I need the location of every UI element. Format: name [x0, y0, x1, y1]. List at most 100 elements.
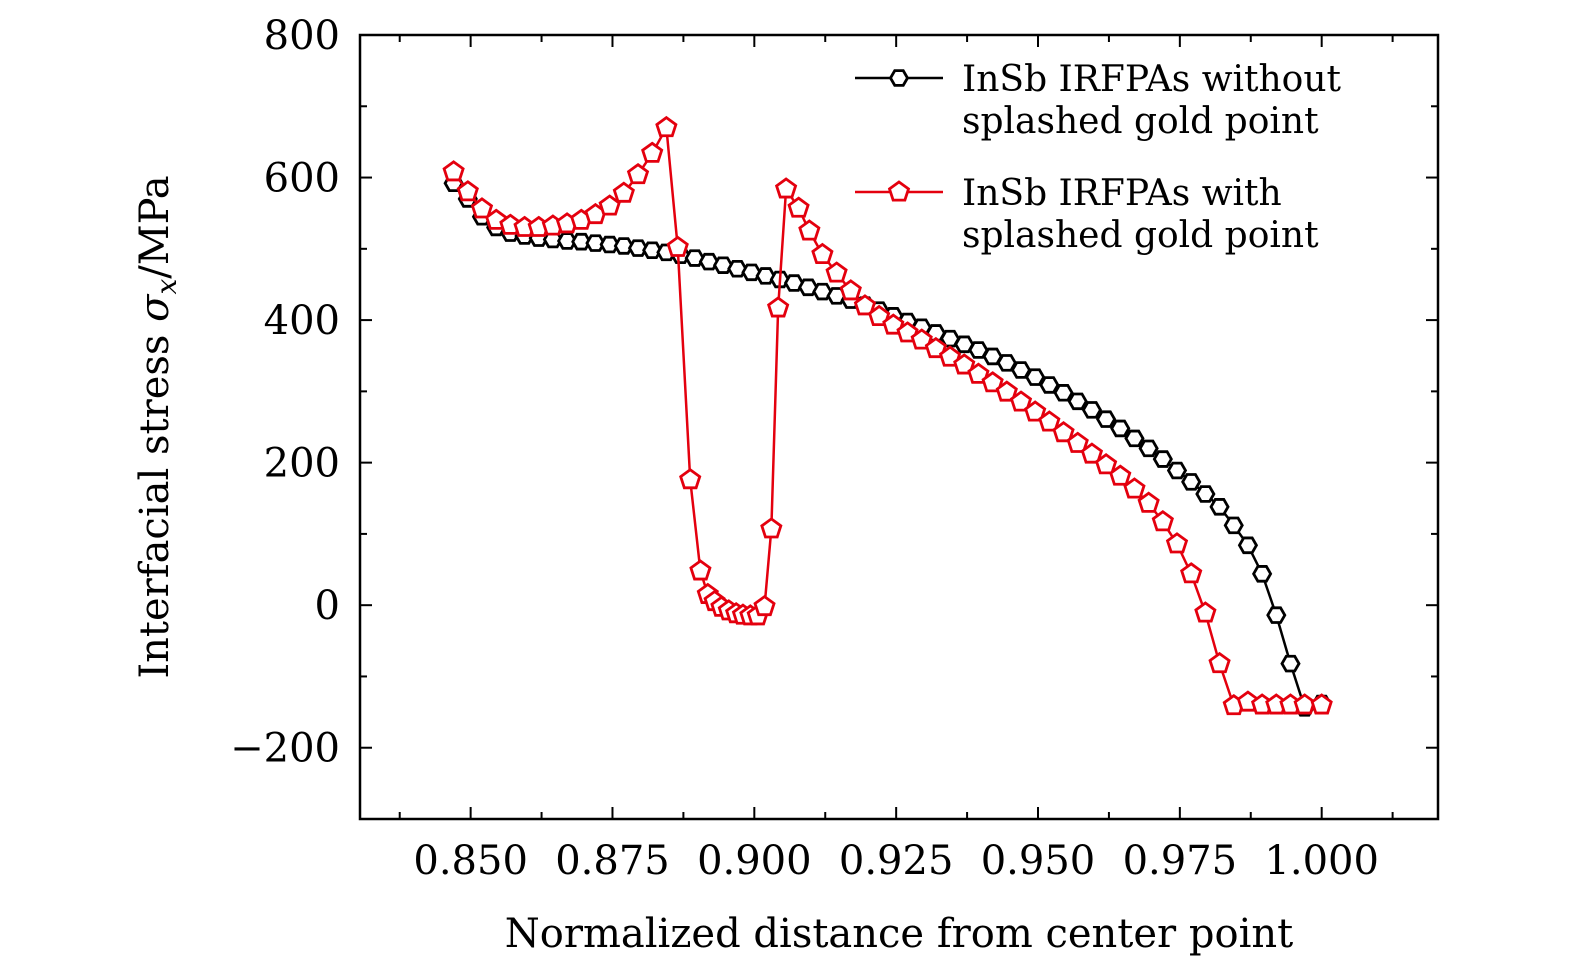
data-point	[811, 242, 834, 265]
y-tick-label: 0	[315, 583, 340, 629]
data-point	[939, 329, 961, 348]
data-point	[1067, 392, 1088, 411]
data-point	[626, 162, 650, 185]
data-point	[1081, 401, 1103, 419]
series-0	[443, 174, 1332, 717]
data-point	[760, 517, 783, 539]
data-point	[1223, 516, 1244, 535]
data-point	[1181, 473, 1202, 491]
data-point	[853, 294, 877, 316]
x-tick-label: 0.950	[981, 838, 1096, 884]
series-line	[452, 182, 1322, 710]
data-point	[1094, 453, 1118, 475]
data-point	[1109, 464, 1132, 486]
data-point	[1151, 510, 1174, 532]
data-point	[982, 347, 1003, 366]
data-point	[1009, 390, 1033, 412]
data-point	[1138, 439, 1159, 458]
data-point	[627, 239, 649, 257]
y-tick-label: −200	[230, 726, 340, 772]
data-point	[666, 235, 689, 257]
data-point	[655, 115, 678, 138]
y-tick-labels: −200 0 200 400 600 800	[230, 13, 340, 772]
data-point	[1124, 429, 1145, 448]
data-point	[1237, 536, 1259, 555]
legend-label: splashed gold point	[962, 215, 1319, 256]
legend-marker	[887, 180, 911, 202]
data-point	[995, 380, 1018, 402]
x-axis-title: Normalized distance from center point	[505, 911, 1293, 957]
data-point	[1166, 461, 1188, 480]
x-tick-label: 1.000	[1264, 838, 1379, 884]
data-point	[679, 468, 702, 490]
data-point	[1194, 601, 1217, 623]
y-tick-label: 800	[264, 13, 340, 59]
data-point	[599, 235, 620, 254]
x-tick-label: 0.975	[1123, 838, 1238, 884]
data-point	[556, 232, 578, 250]
data-point	[1123, 477, 1146, 499]
y-tick-label: 400	[264, 298, 340, 344]
data-point	[1038, 410, 1061, 432]
x-tick-labels: 0.850 0.875 0.900 0.925 0.950 0.975 1.000	[413, 838, 1379, 884]
data-point	[910, 328, 933, 350]
data-point	[774, 177, 798, 199]
data-point	[1052, 420, 1075, 443]
data-point	[1024, 400, 1047, 422]
data-point	[689, 559, 712, 581]
data-point	[954, 335, 975, 354]
data-point	[798, 278, 819, 297]
data-point	[613, 237, 634, 255]
data-point	[1152, 450, 1173, 468]
data-point	[1310, 693, 1333, 715]
y-axis-title-subscript: x	[150, 279, 183, 295]
data-point	[968, 341, 989, 359]
data-point	[1252, 565, 1273, 583]
data-point	[1165, 532, 1189, 554]
data-point	[571, 232, 592, 251]
data-point	[783, 274, 805, 292]
data-point	[981, 371, 1004, 393]
legend-label: splashed gold point	[962, 101, 1319, 142]
data-point	[585, 234, 606, 252]
data-point	[1025, 368, 1046, 386]
data-point	[1110, 419, 1131, 438]
y-axis-title: Interfacial stress σx/MPa	[132, 175, 183, 678]
y-axis-title-prefix: Interfacial stress	[132, 322, 178, 679]
data-point	[812, 282, 833, 301]
data-point	[1080, 442, 1104, 464]
y-axis-title-suffix: /MPa	[132, 175, 178, 278]
y-tick-label: 600	[264, 156, 340, 202]
data-point	[1195, 485, 1216, 503]
data-point	[1095, 410, 1117, 428]
data-point	[442, 160, 465, 182]
data-point	[1293, 693, 1316, 715]
legend-marker	[888, 69, 910, 87]
data-point	[1280, 654, 1301, 673]
data-point	[1053, 384, 1074, 402]
data-point	[1180, 562, 1203, 584]
legend-label: InSb IRFPAs with	[962, 173, 1282, 214]
data-point	[753, 594, 776, 617]
data-point	[766, 296, 790, 318]
y-axis-title-symbol: σ	[132, 293, 178, 322]
data-point	[839, 279, 862, 301]
data-point	[924, 336, 948, 359]
y-tick-label: 200	[264, 441, 340, 487]
data-point	[456, 180, 479, 202]
plot-frame	[358, 33, 1440, 821]
data-point	[787, 196, 810, 218]
data-point	[825, 261, 848, 283]
data-point	[612, 181, 635, 203]
x-tick-label: 0.925	[839, 838, 954, 884]
data-point	[641, 141, 664, 163]
data-point	[867, 304, 891, 327]
x-tick-label: 0.850	[413, 838, 528, 884]
series-1	[442, 115, 1333, 716]
data-point	[470, 197, 494, 219]
data-point	[1066, 431, 1089, 453]
